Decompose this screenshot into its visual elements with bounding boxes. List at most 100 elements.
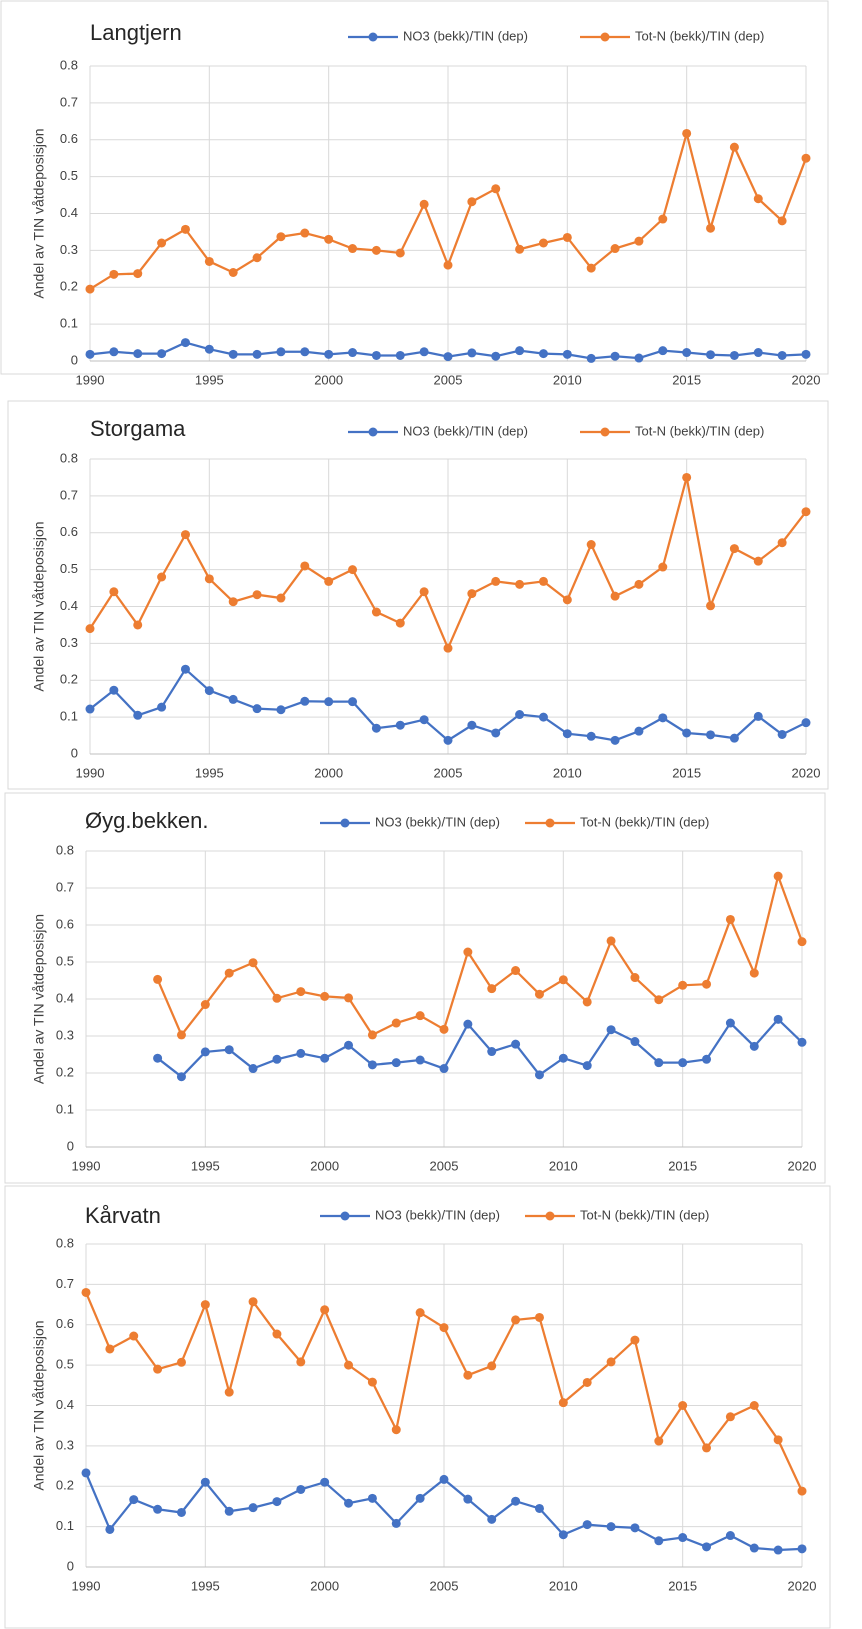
data-point (678, 1533, 688, 1543)
y-tick-label: 0.4 (56, 1397, 74, 1412)
x-tick-label: 1990 (72, 1578, 101, 1593)
data-point (367, 1493, 377, 1503)
legend-swatch (545, 1211, 555, 1221)
data-point (228, 597, 238, 607)
y-tick-label: 0.2 (60, 672, 78, 687)
x-tick-label: 2015 (672, 372, 701, 387)
data-point (348, 244, 358, 254)
data-point (773, 1435, 783, 1445)
data-point (511, 1315, 521, 1325)
data-point (272, 1329, 282, 1339)
data-point (153, 1364, 163, 1374)
data-point (129, 1331, 139, 1341)
data-point (682, 472, 692, 482)
data-point (439, 1474, 449, 1484)
legend-label: NO3 (bekk)/TIN (dep) (403, 28, 528, 43)
data-point (534, 989, 544, 999)
data-point (371, 723, 381, 733)
x-tick-label: 2020 (792, 372, 821, 387)
data-point (248, 1064, 258, 1074)
data-point (467, 197, 477, 207)
y-tick-label: 0.6 (56, 1316, 74, 1331)
data-point (801, 153, 811, 163)
data-point (658, 562, 668, 572)
x-tick-label: 2005 (430, 1578, 459, 1593)
data-point (109, 269, 119, 279)
y-tick-label: 0.6 (56, 916, 74, 931)
data-point (419, 347, 429, 357)
legend-label: NO3 (bekk)/TIN (dep) (375, 814, 500, 829)
x-tick-label: 2010 (549, 1578, 578, 1593)
data-point (467, 589, 477, 599)
x-tick-label: 1990 (72, 1158, 101, 1173)
data-point (538, 238, 548, 248)
data-point (371, 245, 381, 255)
data-point (85, 704, 95, 714)
data-point (391, 1018, 401, 1028)
legend-swatch (600, 32, 610, 42)
y-tick-label: 0.3 (60, 635, 78, 650)
data-point (320, 1305, 330, 1315)
data-point (682, 728, 692, 738)
y-tick-label: 0.5 (60, 561, 78, 576)
data-point (157, 349, 167, 359)
x-tick-label: 2005 (430, 1158, 459, 1173)
y-axis-label: Andel av TIN våtdeposisjon (31, 1320, 47, 1490)
data-point (204, 574, 214, 584)
data-point (797, 937, 807, 947)
data-point (300, 228, 310, 238)
data-point (371, 350, 381, 360)
data-point (252, 349, 262, 359)
y-tick-label: 0.6 (60, 524, 78, 539)
x-tick-label: 1995 (191, 1158, 220, 1173)
data-point (801, 349, 811, 359)
data-point (558, 1053, 568, 1063)
data-point (729, 733, 739, 743)
data-point (324, 697, 334, 707)
data-point (439, 1064, 449, 1074)
data-point (224, 1387, 234, 1397)
data-point (630, 1037, 640, 1047)
data-point (324, 576, 334, 586)
y-tick-label: 0.1 (56, 1101, 74, 1116)
data-point (443, 643, 453, 653)
y-tick-label: 0.4 (60, 598, 78, 613)
data-point (391, 1518, 401, 1528)
data-point (85, 624, 95, 634)
chart-title: Langtjern (90, 20, 182, 45)
data-point (228, 694, 238, 704)
data-point (606, 1522, 616, 1532)
data-point (773, 1014, 783, 1024)
data-point (749, 1401, 759, 1410)
data-point (153, 1504, 163, 1514)
data-point (296, 1048, 306, 1058)
legend-swatch (340, 1211, 350, 1221)
data-point (272, 993, 282, 1003)
data-point (586, 263, 596, 273)
data-point (658, 713, 668, 723)
data-point (610, 735, 620, 745)
y-tick-label: 0.6 (60, 131, 78, 146)
data-point (81, 1468, 91, 1478)
data-point (109, 685, 119, 695)
data-point (228, 349, 238, 359)
data-point (491, 728, 501, 738)
data-point (658, 346, 668, 356)
data-point (395, 618, 405, 628)
data-point (487, 1514, 497, 1524)
data-point (634, 353, 644, 363)
data-point (491, 184, 501, 194)
data-point (463, 1494, 473, 1504)
x-tick-label: 2010 (553, 765, 582, 780)
data-point (658, 214, 668, 224)
data-point (153, 974, 163, 984)
data-point (105, 1524, 115, 1534)
data-point (491, 576, 501, 586)
data-point (367, 1030, 377, 1040)
data-point (654, 1436, 664, 1446)
y-tick-label: 0 (71, 745, 78, 760)
y-tick-label: 0.8 (60, 450, 78, 465)
data-point (558, 975, 568, 985)
data-point (344, 1498, 354, 1508)
y-tick-label: 0.4 (60, 205, 78, 220)
